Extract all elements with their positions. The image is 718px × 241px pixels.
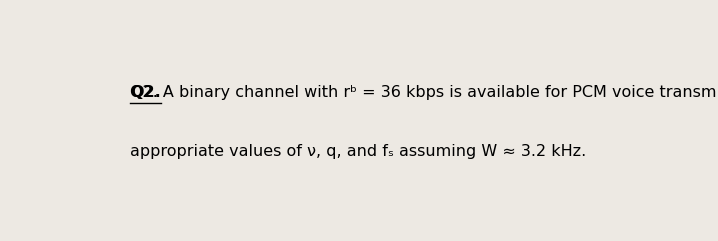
Text: Q2. A binary channel with rᵇ = 36 kbps is available for PCM voice transmission. : Q2. A binary channel with rᵇ = 36 kbps i… xyxy=(130,85,718,100)
Text: Q2.: Q2. xyxy=(130,85,161,100)
Text: appropriate values of ν, q, and fₛ assuming W ≈ 3.2 kHz.: appropriate values of ν, q, and fₛ assum… xyxy=(130,144,586,159)
